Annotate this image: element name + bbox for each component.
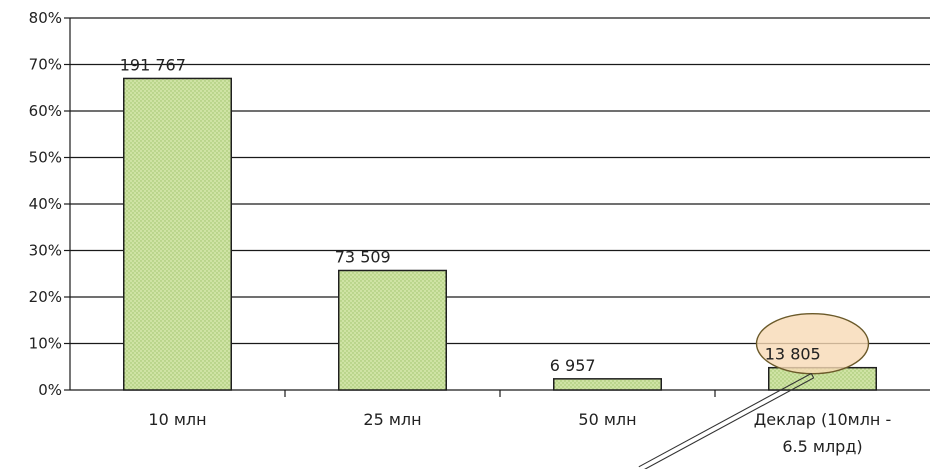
x-tick-label: Деклар (10млн -: [754, 410, 892, 429]
x-tick-label: 10 млн: [148, 410, 206, 429]
y-tick-label: 40%: [29, 195, 62, 213]
y-tick-label: 10%: [29, 335, 62, 353]
bar: [339, 270, 447, 390]
highlighted-data-label: 13 805: [765, 345, 821, 364]
data-label: 191 767: [120, 55, 186, 74]
y-tick-label: 30%: [29, 242, 62, 260]
bar: [124, 78, 232, 390]
bar: [554, 379, 662, 390]
data-label: 73 509: [335, 247, 391, 266]
data-label: 6 957: [550, 356, 596, 375]
y-tick-label: 20%: [29, 288, 62, 306]
y-tick-label: 80%: [29, 9, 62, 27]
highlight-ellipse: [757, 314, 869, 374]
y-tick-label: 70%: [29, 56, 62, 74]
x-tick-label: 50 млн: [578, 410, 636, 429]
x-tick-label: 25 млн: [363, 410, 421, 429]
y-tick-label: 60%: [29, 102, 62, 120]
y-tick-label: 0%: [38, 381, 62, 399]
y-tick-label: 50%: [29, 149, 62, 167]
x-tick-label: 6.5 млрд): [782, 437, 862, 456]
